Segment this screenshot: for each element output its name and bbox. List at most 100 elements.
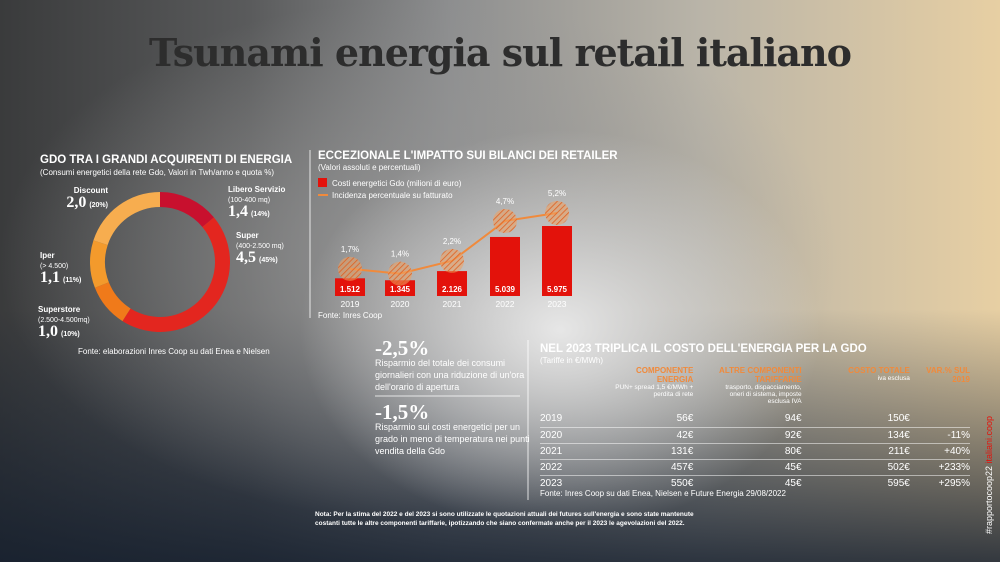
bar — [437, 271, 467, 296]
header-cell: COMPONENTE ENERGIA PUN+ spread 1,5 €/MWh … — [585, 366, 693, 411]
donut-segment — [93, 192, 160, 246]
line-point — [493, 208, 517, 233]
table-cell: +233% — [938, 461, 970, 473]
table-row: 2021 131€ 80€ 211€ +40% — [540, 443, 970, 459]
donut-subtitle: (Consumi energetici della rete Gdo, Valo… — [40, 168, 275, 177]
table-cell: +40% — [944, 445, 970, 457]
table: COMPONENTE ENERGIA PUN+ spread 1,5 €/MWh … — [540, 366, 970, 491]
table-row: 2020 42€ 92€ 134€ -11% — [540, 427, 970, 443]
value-label: 2,0 (20%) — [66, 194, 108, 211]
donut-segment — [94, 282, 131, 322]
legend-note: (> 4.500) — [40, 263, 68, 270]
value-label: 1,1 — [40, 269, 60, 286]
table-title: NEL 2023 TRIPLICA IL COSTO DELL'ENERGIA … — [540, 343, 867, 355]
donut-title: GDO TRA I GRANDI ACQUIRENTI DI ENERGIA — [40, 154, 293, 166]
legend-label: Incidenza percentuale su fatturato — [332, 191, 453, 200]
value-label: 4,5 — [236, 249, 256, 266]
table-cell: 56€ — [676, 413, 694, 425]
table-cell: 502€ — [887, 461, 910, 473]
line-value-label: 1,7% — [341, 245, 359, 254]
legend-label: Discount — [74, 186, 109, 195]
x-tick-label: 2020 — [391, 299, 410, 309]
column-label: ALTRE COMPONENTI TARIFFARIE — [719, 366, 802, 384]
donut-source: Fonte: elaborazioni Inres Coop su dati E… — [78, 347, 270, 356]
table-row: 2019 56€ 94€ 150€ — [540, 411, 970, 427]
bar — [385, 280, 415, 296]
table-cell: 595€ — [887, 477, 910, 489]
table-cell: +295% — [938, 477, 970, 489]
donut-segment — [122, 217, 231, 332]
percent-label: (20%) — [89, 202, 108, 209]
value-label: 1,1 (11%) — [40, 269, 81, 286]
percent-label: (14%) — [251, 211, 270, 218]
legend-note: (2.500-4.500mq) — [38, 317, 90, 324]
title: Tsunami energia sul retail italiano — [148, 30, 852, 75]
bar — [542, 226, 572, 296]
x-tick-label: 2023 — [548, 299, 567, 309]
table-cell: 2022 — [540, 461, 563, 473]
note: Nota: Per la stima del 2022 e del 2023 s… — [315, 511, 694, 527]
line-point — [545, 201, 569, 225]
header-cell: ALTRE COMPONENTI TARIFFARIE trasporto, di… — [693, 366, 802, 411]
line-point — [440, 248, 464, 273]
x-tick-label: 2019 — [341, 299, 360, 309]
table-cell: 2021 — [540, 445, 563, 457]
table-cell: 150€ — [887, 413, 910, 425]
percent-label: (45%) — [259, 257, 278, 264]
legend-label: Super — [236, 231, 259, 240]
bar-subtitle: (Valori assoluti e percentuali) — [318, 163, 421, 172]
table-cell: 42€ — [676, 429, 694, 441]
header-cell: COSTO TOTALE iva esclusa — [802, 366, 910, 411]
line-value-label: 5,2% — [548, 189, 566, 198]
bar — [490, 236, 520, 296]
table-cell: -11% — [947, 429, 970, 441]
line-value-label: 4,7% — [496, 197, 514, 206]
value-label: 2,0 — [66, 194, 86, 211]
legend-label: Libero Servizio — [228, 185, 285, 194]
table-cell: 550€ — [671, 477, 694, 489]
value-label: 1,0 (10%) — [38, 323, 80, 340]
bar-value-label: 2.126 — [442, 285, 463, 294]
legend-swatch — [318, 178, 327, 187]
table-source: Fonte: Inres Coop su dati Enea, Nielsen … — [540, 489, 786, 498]
table-cell: 134€ — [887, 429, 910, 441]
value-label: 1,4 — [228, 203, 248, 220]
donut-segment — [160, 192, 214, 227]
line-point — [388, 261, 412, 286]
header-row: COMPONENTE ENERGIA PUN+ spread 1,5 €/MWh … — [540, 366, 970, 411]
table-cell: 92€ — [784, 429, 802, 441]
donut-segment — [90, 240, 109, 288]
table-row: 2022 457€ 45€ 502€ +233% — [540, 459, 970, 475]
table-cell: 2020 — [540, 429, 563, 441]
legend-label: Iper — [40, 251, 55, 260]
bar-value-label: 1.512 — [340, 285, 361, 294]
table-cell: 94€ — [784, 413, 802, 425]
line-value-label: 2,2% — [443, 237, 461, 246]
column-label: COSTO TOTALE — [848, 366, 910, 375]
table-cell: 80€ — [784, 445, 802, 457]
table-row: 2023 550€ 45€ 595€ +295% — [540, 475, 970, 491]
line-point — [338, 256, 362, 281]
table-cell: 2023 — [540, 477, 563, 489]
table-cell: 45€ — [784, 477, 802, 489]
column-note: PUN+ spread 1,5 €/MWh + perdita di rete — [615, 384, 694, 398]
legend-note: (400-2.500 mq) — [236, 243, 284, 250]
highlight-text: Risparmio del totale dei consumi giornal… — [375, 358, 525, 392]
highlight-value: -1,5% — [375, 400, 430, 424]
legend-label: Costi energetici Gdo (milioni di euro) — [332, 179, 462, 188]
column-note: trasporto, dispacciamento, oneri di sist… — [725, 384, 802, 405]
table-cell: 131€ — [671, 445, 694, 457]
table-cell: 2019 — [540, 413, 563, 425]
bar-source: Fonte: Inres Coop — [318, 311, 383, 320]
table-cell: 45€ — [784, 461, 802, 473]
percent-label: (10%) — [61, 331, 80, 338]
line-value-label: 1,4% — [391, 250, 409, 259]
table-cell: 211€ — [888, 445, 910, 457]
bar-value-label: 1.345 — [390, 285, 411, 294]
column-label: VAR.% SUL 2019 — [926, 366, 970, 384]
column-label: COMPONENTE ENERGIA — [635, 366, 694, 384]
highlight-text: Risparmio sui costi energetici per un gr… — [375, 422, 530, 456]
bar-value-label: 5.039 — [495, 285, 516, 294]
